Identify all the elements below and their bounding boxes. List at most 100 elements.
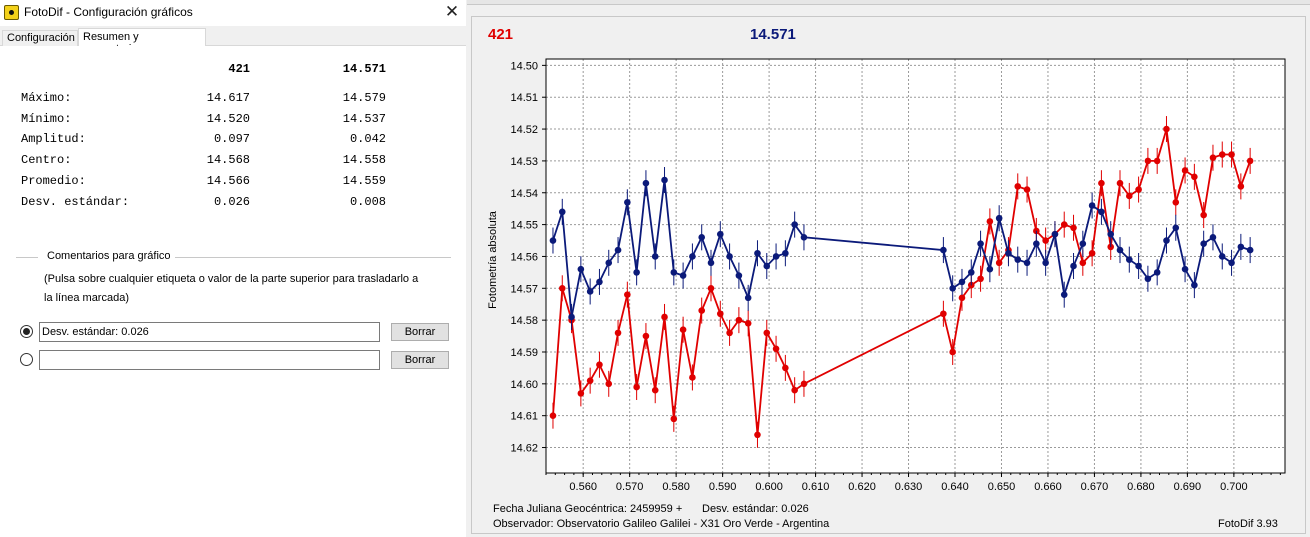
clear-button-1[interactable]: Borrar xyxy=(391,323,449,341)
data-point xyxy=(1116,246,1124,254)
x-tick-label: 0.590 xyxy=(709,481,737,493)
data-point xyxy=(1237,183,1245,190)
comment-radio-1[interactable] xyxy=(20,325,33,338)
stats-row: Mínimo: 14.520 14.537 xyxy=(0,112,466,128)
x-tick-label: 0.620 xyxy=(848,481,876,493)
x-tick-label: 0.650 xyxy=(988,481,1016,493)
data-point xyxy=(949,284,956,292)
data-point xyxy=(1060,291,1068,298)
window-top-strip xyxy=(467,0,1310,5)
comment-radio-2[interactable] xyxy=(20,353,33,366)
comment-input-1[interactable] xyxy=(39,322,380,342)
stats-value-2[interactable]: 14.558 xyxy=(342,153,386,167)
stats-value-1[interactable]: 14.568 xyxy=(206,153,250,167)
data-point xyxy=(1060,221,1068,228)
stats-value-1[interactable]: 14.617 xyxy=(206,91,250,105)
data-point xyxy=(1153,269,1161,276)
data-point xyxy=(614,329,622,337)
data-point xyxy=(1014,256,1022,263)
data-point xyxy=(1125,256,1133,263)
stats-label[interactable]: Amplitud: xyxy=(21,132,86,146)
chart-window: 421 14.571 Fotometría absoluta 0.560 0.57… xyxy=(467,0,1310,537)
data-point xyxy=(772,253,780,260)
footer-julian-date: Fecha Juliana Geocéntrica: 2459959 + xyxy=(493,503,683,515)
data-point xyxy=(716,310,724,318)
clear-button-2[interactable]: Borrar xyxy=(391,351,449,369)
x-tick-label: 0.580 xyxy=(662,481,690,493)
data-point xyxy=(1098,179,1105,187)
chart-label-blue: 14.571 xyxy=(750,26,796,43)
data-point xyxy=(958,278,966,286)
data-point xyxy=(1181,167,1189,174)
y-tick-label: 14.59 xyxy=(510,347,538,359)
stats-label[interactable]: Desv. estándar: xyxy=(21,195,130,209)
light-curve-chart: Fotometría absoluta 0.560 0.570 0.580 0.590… xyxy=(487,58,1286,493)
stats-value-1[interactable]: 0.097 xyxy=(213,132,250,146)
data-point xyxy=(744,320,752,327)
stats-value-1[interactable]: 14.520 xyxy=(206,112,250,126)
x-tick-label: 0.700 xyxy=(1220,481,1248,493)
data-point xyxy=(624,291,631,298)
data-point xyxy=(670,415,678,423)
stats-value-2[interactable]: 14.579 xyxy=(342,91,386,105)
stats-value-2[interactable]: 0.008 xyxy=(349,195,386,209)
stats-value-2[interactable]: 0.042 xyxy=(349,132,386,146)
stats-row: Centro: 14.568 14.558 xyxy=(0,153,466,169)
stats-value-2[interactable]: 14.559 xyxy=(342,174,386,188)
y-tick-label: 14.54 xyxy=(510,188,538,200)
x-tick-label: 0.640 xyxy=(941,481,969,493)
stats-col-header-1[interactable]: 421 xyxy=(228,62,250,76)
x-tick-label: 0.570 xyxy=(616,481,644,493)
close-button[interactable]: ✕ xyxy=(444,2,460,21)
series-1 xyxy=(549,167,1254,330)
y-axis-label: Fotometría absoluta xyxy=(487,210,499,309)
stats-label[interactable]: Mínimo: xyxy=(21,112,72,126)
tab-configuracion[interactable]: Configuración xyxy=(2,30,78,46)
data-point xyxy=(1228,259,1235,267)
stats-label[interactable]: Máximo: xyxy=(21,91,72,105)
stats-value-1[interactable]: 14.566 xyxy=(206,174,250,188)
data-point xyxy=(967,269,975,276)
stats-value-1[interactable]: 0.026 xyxy=(213,195,250,209)
x-tick-label: 0.670 xyxy=(1081,481,1109,493)
data-point xyxy=(689,253,696,260)
stats-value-2[interactable]: 14.537 xyxy=(342,112,386,126)
data-point xyxy=(1218,253,1226,260)
data-point xyxy=(1033,240,1040,248)
stats-label[interactable]: Promedio: xyxy=(21,174,86,188)
data-point xyxy=(791,386,798,394)
data-point xyxy=(698,307,706,314)
stats-label[interactable]: Centro: xyxy=(21,153,72,167)
y-tick-label: 14.57 xyxy=(510,283,538,295)
data-point xyxy=(1172,224,1180,232)
data-point xyxy=(754,431,761,439)
stats-col-header-2[interactable]: 14.571 xyxy=(342,62,386,76)
y-tick-label: 14.58 xyxy=(510,315,538,327)
data-point xyxy=(698,234,706,241)
data-point xyxy=(1051,230,1059,238)
data-point xyxy=(1098,208,1105,216)
data-point xyxy=(1172,199,1180,206)
comment-row-2: Borrar xyxy=(0,349,466,371)
data-point xyxy=(735,272,743,279)
data-point xyxy=(940,310,947,318)
x-tick-label: 0.600 xyxy=(755,481,783,493)
data-point xyxy=(791,221,798,228)
data-point xyxy=(596,278,603,286)
data-point xyxy=(1107,230,1115,238)
data-point xyxy=(661,176,668,184)
data-point xyxy=(800,380,808,388)
comment-input-2[interactable] xyxy=(39,350,380,370)
data-point xyxy=(558,284,566,292)
data-point xyxy=(977,275,984,283)
stats-row: Amplitud: 0.097 0.042 xyxy=(0,132,466,148)
data-point xyxy=(726,253,733,260)
y-tick-label: 14.51 xyxy=(510,92,538,104)
tab-resumen-comentarios[interactable]: Resumen y comentarios xyxy=(78,28,206,55)
data-point xyxy=(1200,240,1207,248)
data-point xyxy=(1163,237,1170,244)
data-point xyxy=(995,259,1003,267)
x-tick-label: 0.610 xyxy=(802,481,830,493)
data-point xyxy=(605,259,613,267)
data-point xyxy=(1042,237,1049,244)
